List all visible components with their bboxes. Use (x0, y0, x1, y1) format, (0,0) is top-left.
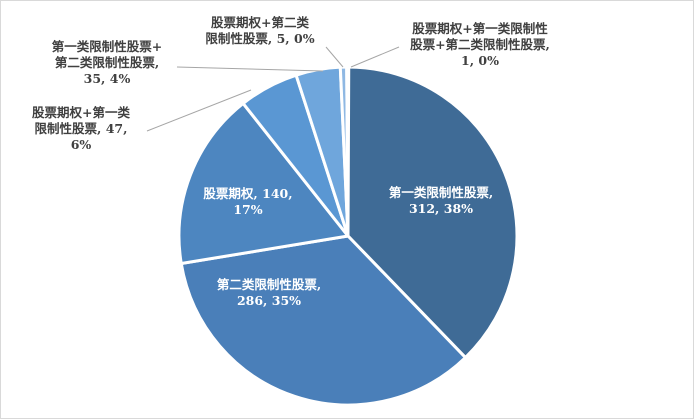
data-label-0: 第一类限制性股票, 312, 38% (389, 185, 493, 216)
data-label-2: 股票期权, 140, 17% (203, 186, 292, 217)
data-label-3: 股票期权+第一类限制性股票, 47, 6% (32, 105, 130, 152)
data-label-5: 股票期权+第二类限制性股票, 5, 0% (205, 15, 314, 46)
data-label-4: 第一类限制性股票+第二类限制性股票, 35, 4% (52, 39, 162, 86)
pie-slice-2 (177, 101, 350, 266)
leader-line-4 (176, 66, 324, 72)
pie-slice-0 (346, 65, 519, 360)
pie-slice-1 (179, 234, 467, 407)
data-label-6: 股票期权+第一类限制性股票+第二类限制性股票, 1, 0% (410, 21, 550, 68)
leader-line-6 (350, 46, 400, 68)
data-label-1: 第二类限制性股票, 286, 35% (217, 277, 321, 308)
leader-line-5 (325, 46, 344, 68)
leader-line-3 (146, 89, 252, 132)
pie-slice-6 (345, 65, 351, 238)
